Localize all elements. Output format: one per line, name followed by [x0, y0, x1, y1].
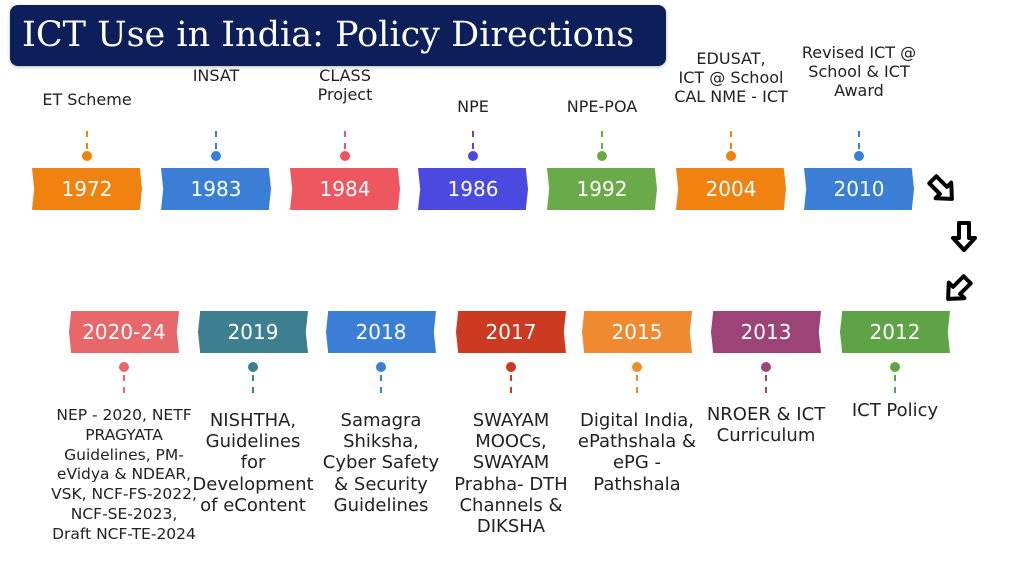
- title-banner: ICT Use in India: Policy Directions: [10, 5, 666, 66]
- marker-dot: [340, 151, 350, 161]
- event-label: NPE-POA: [566, 97, 638, 116]
- year-box: 2004: [676, 168, 786, 210]
- connector-line: [636, 375, 638, 393]
- marker-dot: [854, 151, 864, 161]
- event-label: Samagra Shiksha, Cyber Safety & Security Gui…: [322, 410, 440, 516]
- connector-line: [601, 131, 603, 149]
- connector-line: [123, 375, 125, 393]
- marker-dot: [248, 362, 258, 372]
- page-title: ICT Use in India: Policy Directions: [22, 15, 635, 55]
- year-box: 2015: [582, 311, 692, 353]
- connector-line: [215, 131, 217, 149]
- event-label: Digital India, ePathshala & ePG - Pathshala: [577, 410, 697, 495]
- marker-dot: [468, 151, 478, 161]
- connector-line: [344, 131, 346, 149]
- event-label: INSAT: [192, 66, 240, 85]
- connector-line: [765, 375, 767, 393]
- marker-dot: [597, 151, 607, 161]
- year-box: 2017: [456, 311, 566, 353]
- event-label: NROER & ICT Curriculum: [706, 404, 826, 447]
- event-label: NISHTHA, Guidelines for Development of eCont…: [192, 410, 314, 516]
- year-box: 2019: [198, 311, 308, 353]
- year-box: 2010: [804, 168, 914, 210]
- marker-dot: [761, 362, 771, 372]
- connector-line: [894, 375, 896, 393]
- marker-dot: [376, 362, 386, 372]
- marker-dot: [119, 362, 129, 372]
- arrow-down-icon: [951, 221, 977, 252]
- marker-dot: [82, 151, 92, 161]
- arrow-down-right-icon: [927, 174, 954, 201]
- marker-dot: [632, 362, 642, 372]
- year-box: 1972: [32, 168, 142, 210]
- connector-line: [86, 131, 88, 149]
- connector-line: [730, 131, 732, 149]
- year-box: 1992: [547, 168, 657, 210]
- connector-line: [380, 375, 382, 393]
- event-label: ET Scheme: [42, 90, 132, 109]
- event-label: EDUSAT, ICT @ School CAL NME - ICT: [674, 49, 788, 106]
- connector-line: [858, 131, 860, 149]
- year-box: 1986: [418, 168, 528, 210]
- event-label: SWAYAM MOOCs, SWAYAM Prabha- DTH Channels & D…: [454, 410, 568, 538]
- event-label: Revised ICT @ School & ICT Award: [801, 43, 917, 100]
- event-label: ICT Policy: [851, 400, 939, 421]
- marker-dot: [211, 151, 221, 161]
- year-box: 2018: [326, 311, 436, 353]
- marker-dot: [506, 362, 516, 372]
- arrow-down-left-icon: [946, 274, 973, 301]
- connector-line: [252, 375, 254, 393]
- connector-line: [472, 131, 474, 149]
- year-box: 1984: [290, 168, 400, 210]
- year-box: 1983: [161, 168, 271, 210]
- year-box: 2013: [711, 311, 821, 353]
- marker-dot: [890, 362, 900, 372]
- event-label: NEP - 2020, NETF PRAGYATA Guidelines, PM-e…: [51, 406, 197, 543]
- connector-line: [510, 375, 512, 393]
- event-label: NPE: [457, 97, 489, 116]
- marker-dot: [726, 151, 736, 161]
- event-label: CLASS Project: [317, 66, 373, 104]
- year-box: 2020-24: [69, 311, 179, 353]
- year-box: 2012: [840, 311, 950, 353]
